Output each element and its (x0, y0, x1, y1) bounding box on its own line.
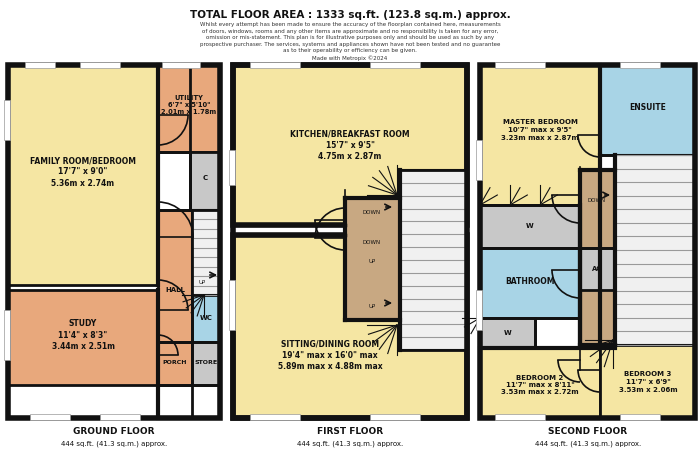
Bar (192, 342, 220, 385)
Bar (190, 152, 220, 210)
Text: DOWN


UP: DOWN UP (363, 240, 381, 264)
Bar (233, 65, 467, 418)
Bar (620, 414, 660, 420)
Bar (250, 414, 300, 420)
Bar (158, 342, 192, 385)
Text: Whilst every attempt has been made to ensure the accuracy of the floorplan conta: Whilst every attempt has been made to en… (199, 22, 500, 61)
Bar (162, 62, 200, 68)
Text: 444 sq.ft. (41.3 sq.m.) approx.: 444 sq.ft. (41.3 sq.m.) approx. (535, 441, 641, 447)
Bar (233, 65, 467, 225)
Text: DOWN: DOWN (363, 210, 381, 214)
Bar (8, 290, 158, 385)
Bar (600, 65, 695, 155)
Bar (476, 140, 482, 180)
Bar (480, 248, 580, 318)
Bar (25, 62, 55, 68)
Bar (100, 414, 140, 420)
Text: ENSUITE: ENSUITE (629, 103, 666, 112)
Text: KITCHEN/BREAKFAST ROOM
15'7" x 9'5"
4.75m x 2.87m: KITCHEN/BREAKFAST ROOM 15'7" x 9'5" 4.75… (290, 130, 410, 161)
Text: UP: UP (198, 280, 206, 285)
Bar (600, 345, 695, 418)
Text: 444 sq.ft. (41.3 sq.m.) approx.: 444 sq.ft. (41.3 sq.m.) approx. (61, 441, 167, 447)
Bar (480, 65, 695, 418)
Bar (250, 62, 300, 68)
Bar (80, 62, 120, 68)
Text: TOTAL FLOOR AREA : 1333 sq.ft. (123.8 sq.m.) approx.: TOTAL FLOOR AREA : 1333 sq.ft. (123.8 sq… (190, 10, 510, 20)
Bar (480, 205, 580, 248)
Bar (620, 62, 660, 68)
Bar (345, 198, 400, 320)
Text: AC: AC (592, 266, 602, 272)
Text: BEDROOM 2
11'7" max x 8'11"
3.53m max x 2.72m: BEDROOM 2 11'7" max x 8'11" 3.53m max x … (501, 375, 579, 396)
Bar (400, 170, 467, 350)
Text: STORE: STORE (195, 361, 218, 365)
Bar (580, 170, 615, 345)
Text: BEDROOM 3
11'7" x 6'9"
3.53m x 2.06m: BEDROOM 3 11'7" x 6'9" 3.53m x 2.06m (619, 371, 678, 392)
Text: W: W (504, 330, 512, 336)
Text: C: C (202, 175, 208, 181)
Bar (30, 414, 70, 420)
Bar (233, 235, 467, 418)
Bar (229, 150, 235, 185)
Bar (495, 62, 545, 68)
Text: WC: WC (199, 315, 212, 321)
Bar (370, 62, 420, 68)
Bar (476, 290, 482, 330)
Bar (229, 280, 235, 330)
Text: UP: UP (368, 304, 376, 309)
Text: UTILITY
6'7" x 5'10"
2.01m x 1.78m: UTILITY 6'7" x 5'10" 2.01m x 1.78m (162, 95, 216, 116)
Text: MASTER BEDROOM
10'7" max x 9'5"
3.23m max x 2.87m: MASTER BEDROOM 10'7" max x 9'5" 3.23m ma… (501, 119, 579, 141)
Bar (480, 65, 600, 205)
Bar (158, 65, 220, 152)
Text: HALL: HALL (165, 287, 185, 293)
Bar (480, 348, 600, 418)
Bar (8, 65, 220, 418)
Bar (495, 414, 545, 420)
Text: DOWN: DOWN (588, 198, 606, 203)
Text: STUDY
11'4" x 8'3"
3.44m x 2.51m: STUDY 11'4" x 8'3" 3.44m x 2.51m (52, 319, 115, 350)
Bar (370, 414, 420, 420)
Text: GROUND FLOOR: GROUND FLOOR (74, 427, 155, 437)
Bar (4, 310, 10, 360)
Text: PORCH: PORCH (162, 361, 188, 365)
Bar (8, 65, 158, 285)
Text: W: W (526, 223, 534, 229)
Bar (192, 210, 220, 295)
Text: FAMILY ROOM/BEDROOM
17'7" x 9'0"
5.36m x 2.74m: FAMILY ROOM/BEDROOM 17'7" x 9'0" 5.36m x… (30, 157, 136, 188)
Text: SITTING/DINING ROOM
19'4" max x 16'0" max
5.89m max x 4.88m max: SITTING/DINING ROOM 19'4" max x 16'0" ma… (278, 339, 382, 370)
Text: FIRST FLOOR: FIRST FLOOR (317, 427, 383, 437)
Text: BATHROOM: BATHROOM (505, 277, 554, 287)
Bar (615, 155, 695, 345)
Text: SECOND FLOOR: SECOND FLOOR (548, 427, 628, 437)
Bar (580, 248, 615, 290)
Bar (158, 210, 192, 342)
Bar (192, 295, 220, 342)
Bar (480, 318, 535, 348)
Text: 444 sq.ft. (41.3 sq.m.) approx.: 444 sq.ft. (41.3 sq.m.) approx. (297, 441, 403, 447)
Bar (4, 100, 10, 140)
